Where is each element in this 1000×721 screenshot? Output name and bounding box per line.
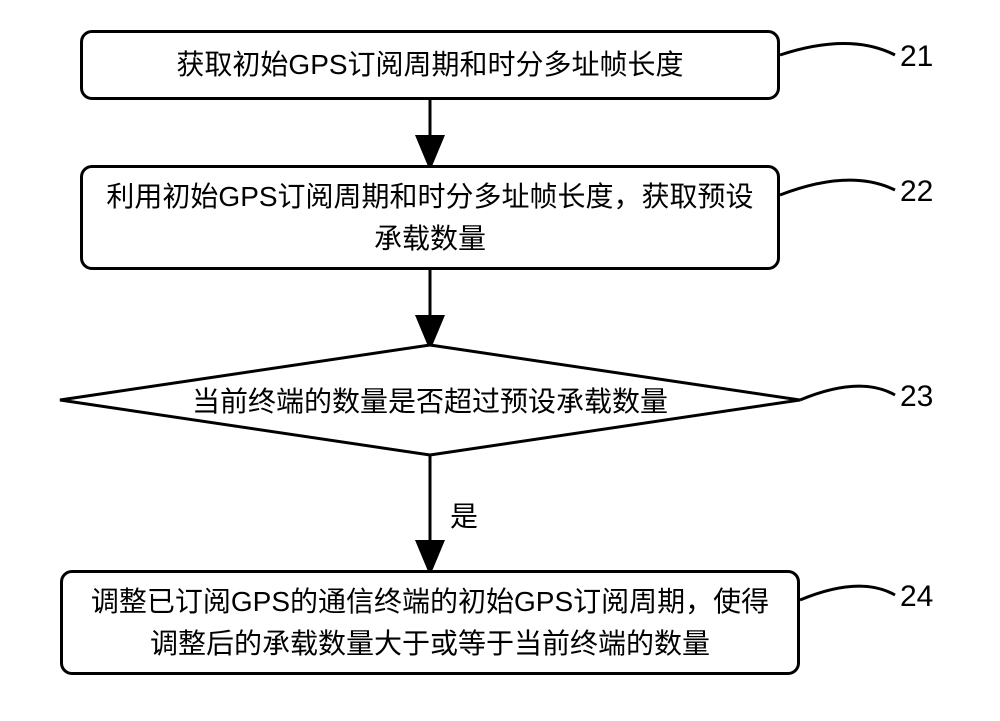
leader-22: [780, 180, 895, 195]
step-21-label: 21: [900, 40, 933, 74]
step-23-label: 23: [900, 380, 933, 414]
step-24-label: 24: [900, 580, 933, 614]
step-23-text: 当前终端的数量是否超过预设承载数量: [192, 380, 668, 420]
step-21-text: 获取初始GPS订阅周期和时分多址帧长度: [176, 44, 683, 86]
leader-23: [800, 386, 895, 400]
step-21-box: 获取初始GPS订阅周期和时分多址帧长度: [80, 30, 780, 100]
leader-24: [800, 586, 895, 600]
step-24-text: 调整已订阅GPS的通信终端的初始GPS订阅周期，使得调整后的承载数量大于或等于当…: [83, 581, 777, 665]
step-22-label: 22: [900, 175, 933, 209]
step-24-box: 调整已订阅GPS的通信终端的初始GPS订阅周期，使得调整后的承载数量大于或等于当…: [60, 570, 800, 675]
step-22-text: 利用初始GPS订阅周期和时分多址帧长度，获取预设承载数量: [103, 176, 757, 260]
edge-23-24-label: 是: [450, 495, 478, 535]
step-22-box: 利用初始GPS订阅周期和时分多址帧长度，获取预设承载数量: [80, 165, 780, 270]
step-23-box: 当前终端的数量是否超过预设承载数量: [60, 345, 800, 455]
leader-21: [780, 44, 895, 56]
flowchart-canvas: 获取初始GPS订阅周期和时分多址帧长度 21 利用初始GPS订阅周期和时分多址帧…: [0, 0, 1000, 721]
